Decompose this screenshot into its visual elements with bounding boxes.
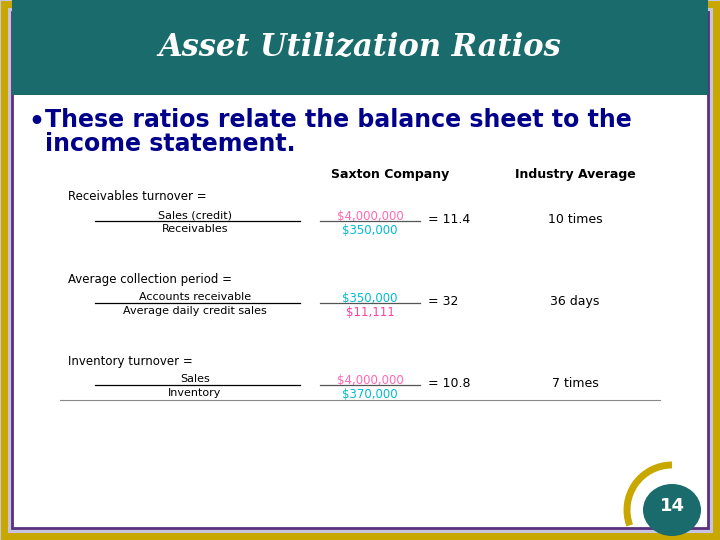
Text: $370,000: $370,000 xyxy=(342,388,398,401)
Text: Accounts receivable: Accounts receivable xyxy=(139,292,251,302)
FancyBboxPatch shape xyxy=(12,0,708,95)
Text: Sales (credit): Sales (credit) xyxy=(158,210,232,220)
Text: Average collection period =: Average collection period = xyxy=(68,273,232,286)
Text: Sales: Sales xyxy=(180,374,210,384)
Text: $350,000: $350,000 xyxy=(342,224,397,237)
Text: Receivables turnover =: Receivables turnover = xyxy=(68,190,207,203)
Text: $4,000,000: $4,000,000 xyxy=(337,374,403,387)
Text: Inventory turnover =: Inventory turnover = xyxy=(68,355,193,368)
Text: Industry Average: Industry Average xyxy=(515,168,635,181)
Text: Average daily credit sales: Average daily credit sales xyxy=(123,306,267,316)
Text: $350,000: $350,000 xyxy=(342,292,397,305)
Text: Receivables: Receivables xyxy=(162,224,228,234)
Text: = 11.4: = 11.4 xyxy=(428,213,470,226)
FancyBboxPatch shape xyxy=(12,12,708,528)
Text: = 10.8: = 10.8 xyxy=(428,377,470,390)
Ellipse shape xyxy=(643,484,701,536)
Text: 10 times: 10 times xyxy=(548,213,603,226)
Text: 36 days: 36 days xyxy=(550,295,600,308)
Text: Inventory: Inventory xyxy=(168,388,222,398)
Text: Asset Utilization Ratios: Asset Utilization Ratios xyxy=(158,32,562,63)
Text: 14: 14 xyxy=(660,497,685,515)
Text: $4,000,000: $4,000,000 xyxy=(337,210,403,223)
FancyBboxPatch shape xyxy=(4,4,716,536)
Text: •: • xyxy=(28,110,44,134)
Text: 7 times: 7 times xyxy=(552,377,598,390)
Text: Saxton Company: Saxton Company xyxy=(331,168,449,181)
Text: = 32: = 32 xyxy=(428,295,459,308)
Text: These ratios relate the balance sheet to the: These ratios relate the balance sheet to… xyxy=(45,108,631,132)
Text: income statement.: income statement. xyxy=(45,132,295,156)
Text: $11,111: $11,111 xyxy=(346,306,395,319)
